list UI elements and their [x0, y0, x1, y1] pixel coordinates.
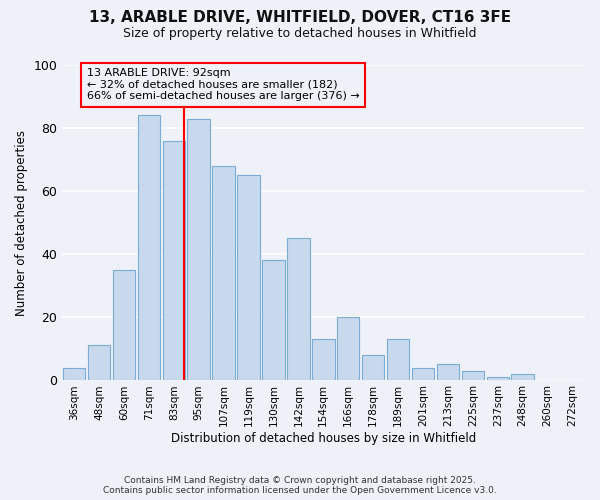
- Bar: [262, 260, 284, 380]
- Y-axis label: Number of detached properties: Number of detached properties: [15, 130, 28, 316]
- Text: 13 ARABLE DRIVE: 92sqm
← 32% of detached houses are smaller (182)
66% of semi-de: 13 ARABLE DRIVE: 92sqm ← 32% of detached…: [86, 68, 359, 102]
- Text: Size of property relative to detached houses in Whitfield: Size of property relative to detached ho…: [123, 28, 477, 40]
- Bar: [362, 355, 385, 380]
- Bar: [63, 368, 85, 380]
- Bar: [437, 364, 459, 380]
- Bar: [337, 317, 359, 380]
- Bar: [312, 339, 335, 380]
- Text: Contains HM Land Registry data © Crown copyright and database right 2025.
Contai: Contains HM Land Registry data © Crown c…: [103, 476, 497, 495]
- Bar: [238, 176, 260, 380]
- Bar: [137, 116, 160, 380]
- Bar: [487, 377, 509, 380]
- Bar: [511, 374, 534, 380]
- Bar: [412, 368, 434, 380]
- Bar: [287, 238, 310, 380]
- Bar: [187, 118, 210, 380]
- Bar: [163, 140, 185, 380]
- Bar: [88, 346, 110, 380]
- Bar: [212, 166, 235, 380]
- X-axis label: Distribution of detached houses by size in Whitfield: Distribution of detached houses by size …: [170, 432, 476, 445]
- Bar: [113, 270, 135, 380]
- Bar: [387, 339, 409, 380]
- Text: 13, ARABLE DRIVE, WHITFIELD, DOVER, CT16 3FE: 13, ARABLE DRIVE, WHITFIELD, DOVER, CT16…: [89, 10, 511, 25]
- Bar: [461, 370, 484, 380]
